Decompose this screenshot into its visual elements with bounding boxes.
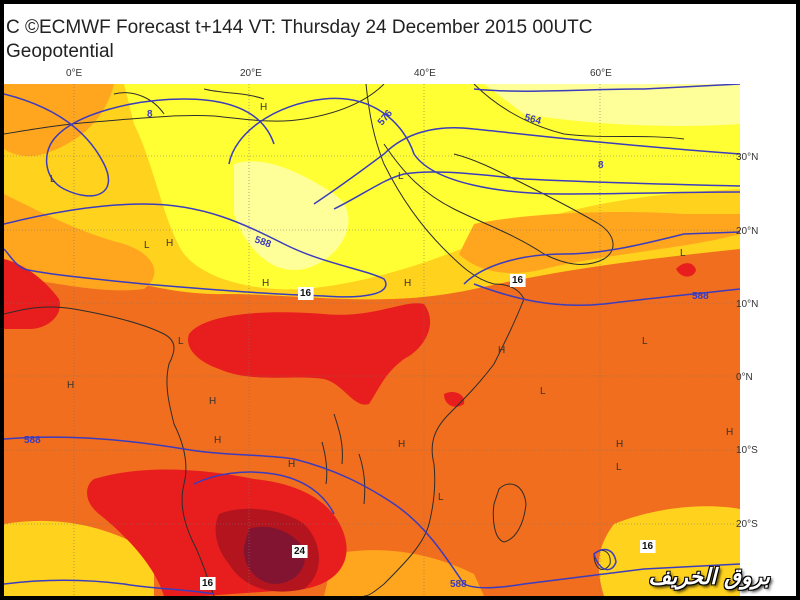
forecast-map-frame: C ©ECMWF Forecast t+144 VT: Thursday 24 … — [4, 4, 796, 596]
fill-gold-southeast — [598, 506, 740, 596]
high-center: H — [214, 435, 221, 446]
high-center: H — [166, 238, 173, 249]
geopotential-contours — [4, 84, 740, 595]
high-center: H — [260, 102, 267, 113]
low-center: L — [178, 336, 184, 347]
high-center: H — [67, 380, 74, 391]
fill-lightyellow-patch — [234, 161, 349, 270]
field-name: Geopotential — [6, 41, 114, 62]
fill-orange-west — [4, 194, 155, 291]
contour-label: 588 — [450, 579, 467, 590]
low-center: L — [50, 174, 56, 185]
contour-label: 588 — [24, 435, 41, 446]
geopotential-map: 564 576 588 588 588 588 16 16 16 16 24 8… — [4, 84, 740, 596]
fill-maroon-core — [243, 526, 305, 584]
contour-label-box — [640, 540, 656, 553]
high-center: H — [404, 278, 411, 289]
lat-label-10s: 10°S — [736, 445, 758, 456]
contour-label: 588 — [692, 291, 709, 302]
fill-lightyellow-ne — [484, 84, 740, 126]
high-center: H — [498, 345, 505, 356]
contour-label: 16 — [202, 578, 214, 589]
fill-red-central — [188, 303, 431, 405]
fill-red-east — [676, 263, 696, 277]
low-center: L — [680, 248, 686, 259]
high-center: H — [209, 396, 216, 407]
low-center: L — [540, 386, 546, 397]
lat-label-10n: 10°N — [736, 299, 759, 310]
contour-label: 16 — [642, 541, 654, 552]
contour-label-box — [298, 287, 314, 300]
high-center: H — [262, 278, 269, 289]
contour-label: 564 — [523, 112, 542, 127]
high-center: H — [616, 439, 623, 450]
lon-label-40: 40°E — [414, 68, 436, 79]
low-center: L — [438, 492, 444, 503]
lon-label-0: 0°E — [66, 68, 83, 79]
fill-orange-south — [324, 550, 484, 596]
lat-lon-grid — [4, 84, 740, 596]
low-center: L — [144, 240, 150, 251]
lon-label-20: 20°E — [240, 68, 262, 79]
fill-gold-south — [4, 520, 154, 596]
lat-label-0n: 0°N — [736, 372, 753, 383]
low-center: L — [642, 336, 648, 347]
contour-label-box — [292, 545, 308, 558]
contour-label: 16 — [300, 288, 312, 299]
pressure-centers: H H H H H H H H H H H H L L L L L L L L — [50, 102, 733, 503]
lat-label-20s: 20°S — [736, 519, 758, 530]
lat-label-30n: 30°N — [736, 152, 759, 163]
contour-label: 24 — [294, 546, 306, 557]
low-center: L — [616, 462, 622, 473]
contour-label: 8 — [147, 109, 153, 120]
contour-label-box — [510, 274, 526, 287]
low-center: L — [398, 171, 404, 182]
fill-red-west — [4, 259, 60, 329]
forecast-title: C ©ECMWF Forecast t+144 VT: Thursday 24 … — [6, 17, 593, 38]
lat-label-20n: 20°N — [736, 226, 759, 237]
contour-label: 16 — [512, 275, 524, 286]
arabic-watermark: بروق الخريف — [648, 565, 770, 590]
high-center: H — [288, 459, 295, 470]
high-center: H — [726, 427, 733, 438]
lon-label-60: 60°E — [590, 68, 612, 79]
contour-label-box — [200, 577, 216, 590]
contour-label: 8 — [598, 160, 604, 171]
high-center: H — [398, 439, 405, 450]
fill-orange-arabia — [459, 212, 740, 274]
